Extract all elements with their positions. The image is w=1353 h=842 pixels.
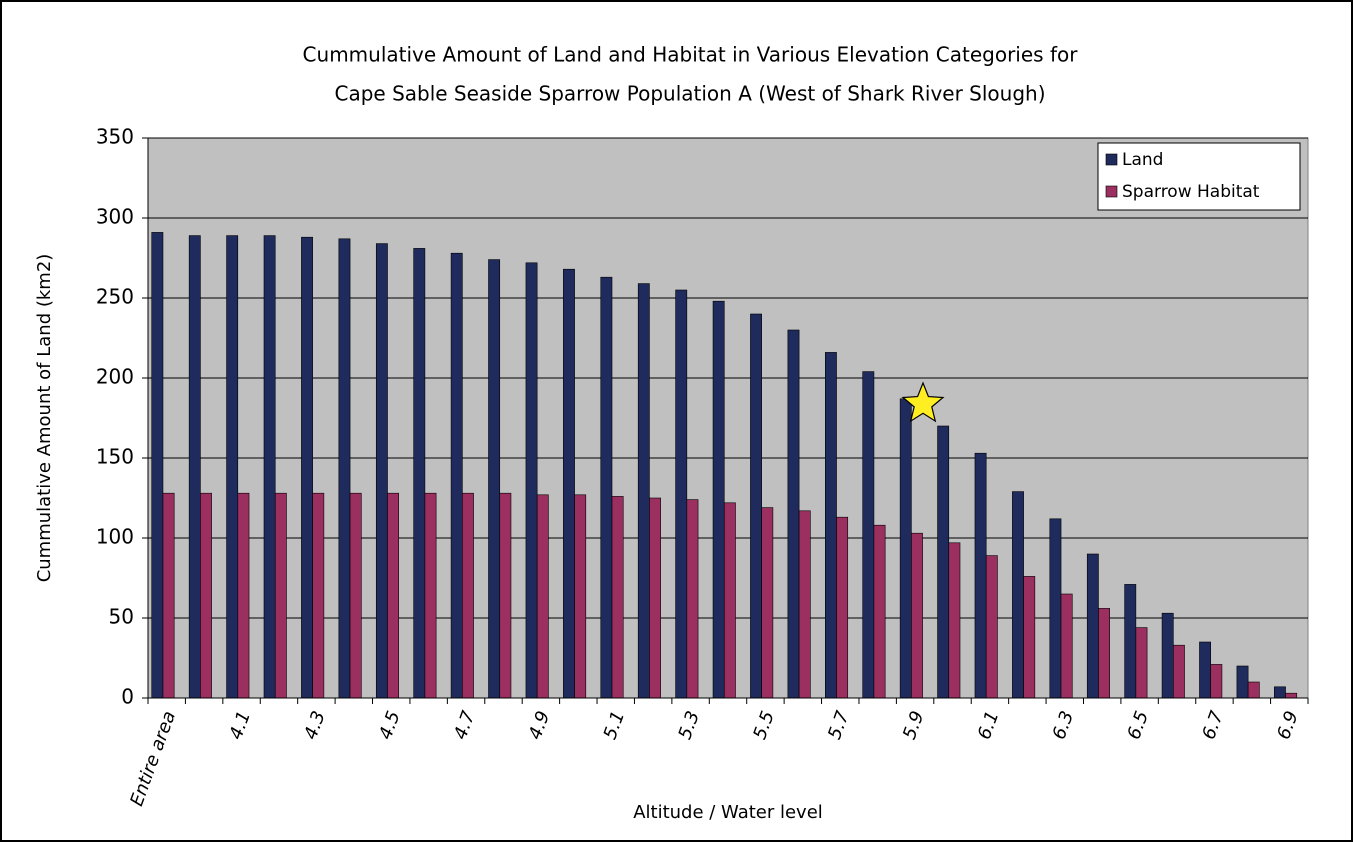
bar [611,496,624,699]
legend-label: Sparrow Habitat [1122,182,1260,202]
bar [824,352,837,699]
bar [349,492,362,699]
bar [1161,612,1174,699]
bar [637,283,650,699]
bar [1124,584,1137,699]
bar [375,243,388,699]
bar [1285,692,1298,699]
bar [798,510,811,699]
bar [226,235,239,699]
x-axis-label: Altitude / Water level [633,802,823,823]
bar [1012,491,1024,699]
bar [188,235,201,699]
bar [1086,553,1099,699]
bar [536,494,549,699]
chart-title: Cummulative Amount of Land and Habitat i… [303,43,1079,67]
legend-swatch [1105,185,1118,198]
bar [686,499,699,699]
bar [1210,664,1223,699]
bar [1172,644,1185,699]
bar [312,492,325,699]
y-tick-label: 50 [109,605,134,629]
bar [675,289,688,699]
star-marker [901,381,945,423]
y-tick-label: 200 [96,365,134,389]
bar [899,398,912,699]
legend: Land Sparrow Habitat [1097,142,1301,211]
bar [1098,608,1110,699]
bar [488,259,501,699]
bar [723,502,736,699]
chart-title: Cape Sable Seaside Sparrow Population A … [334,82,1045,106]
bar [1236,665,1249,699]
y-tick-label: 150 [96,445,134,469]
y-axis-label: Cummulative Amount of Land (km2) [34,254,55,583]
y-tick-label: 250 [96,285,134,309]
bar [761,507,774,699]
bar [499,492,512,699]
bar [1247,681,1260,699]
bar [274,492,287,699]
legend-box [1097,142,1301,211]
y-tick-label: 350 [96,125,134,149]
bar [338,238,351,699]
bar [787,329,800,699]
bar [1060,593,1073,699]
bar [413,248,426,699]
bar [911,532,923,699]
bar [450,252,463,699]
bar [937,425,950,699]
bar [1135,627,1148,699]
bar [1274,686,1286,699]
bar [1023,576,1036,699]
bar [1049,518,1062,699]
bar [649,497,661,699]
y-tick-label: 300 [96,205,134,229]
bar [301,236,313,699]
bar [574,494,587,699]
bar [712,300,725,699]
bar [525,262,538,699]
bar [424,492,437,699]
legend-label: Land [1122,150,1163,170]
bar [948,542,961,699]
bar [462,492,474,699]
bar [750,313,762,699]
bar [974,452,987,699]
bar [836,516,849,699]
bars [151,232,1298,699]
y-tick-label: 100 [96,525,134,549]
legend-swatch [1105,153,1118,166]
bar [151,232,164,699]
bar [237,492,250,699]
bar [200,492,212,699]
bar [985,555,998,699]
bar [600,276,613,699]
y-tick-label: 0 [121,685,134,709]
bar [1199,641,1212,699]
bar [263,235,276,699]
bar [387,492,400,699]
bar [162,492,175,699]
bar [563,268,575,699]
bar [873,524,886,699]
bar [862,371,875,699]
